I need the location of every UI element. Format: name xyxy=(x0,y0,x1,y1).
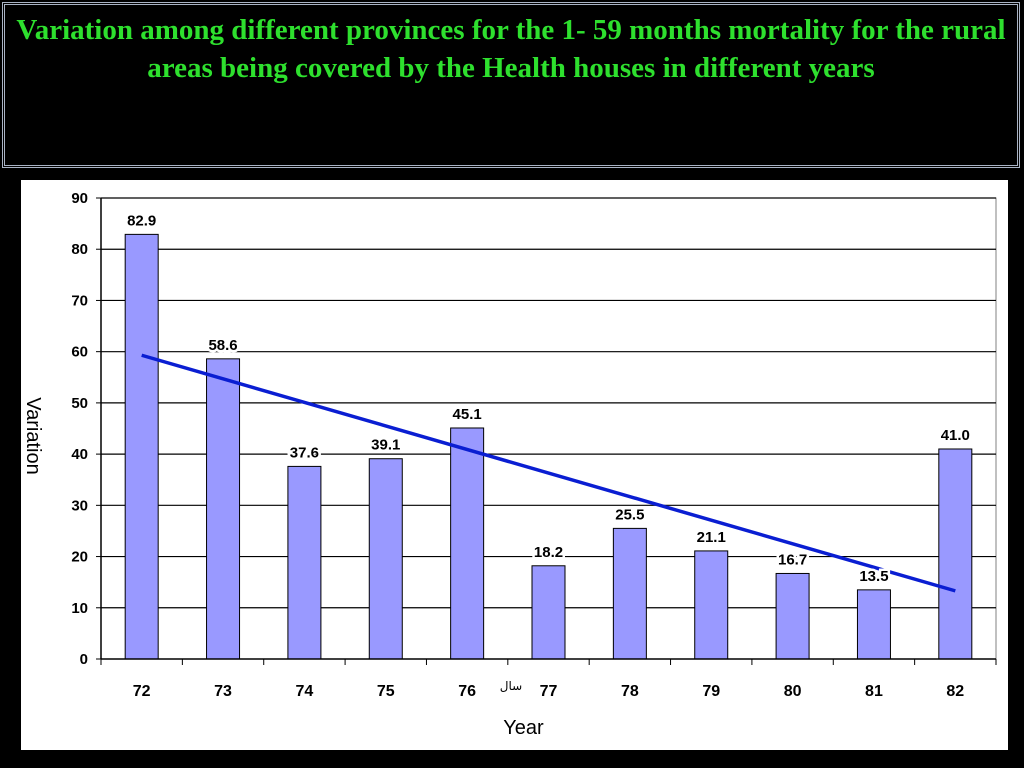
data-label: 21.1 xyxy=(697,529,726,546)
y-tick-label: 30 xyxy=(71,497,88,514)
y-tick-label: 60 xyxy=(71,344,88,361)
data-label: 16.7 xyxy=(778,551,807,568)
bar-81 xyxy=(856,589,891,660)
chart-panel: 82.9 58.6 37.6 39.1 45.1 18.2 25.5 21.1 16.7 13.5… xyxy=(21,180,1008,750)
bar-72 xyxy=(124,233,159,660)
x-tick-label: 77 xyxy=(540,683,558,700)
x-tick-label: 80 xyxy=(784,683,802,700)
x-tick-label: 81 xyxy=(865,683,883,700)
bar-76 xyxy=(450,427,485,660)
trendline xyxy=(141,353,956,593)
y-tick-label: 0 xyxy=(80,651,88,668)
bar-74 xyxy=(287,465,322,660)
y-tick-label: 20 xyxy=(71,549,88,566)
x-tick-label: 72 xyxy=(133,683,151,700)
data-label: 25.5 xyxy=(615,506,644,523)
data-label: 37.6 xyxy=(290,444,319,461)
x-tick-label: 75 xyxy=(377,683,395,700)
data-label: 82.9 xyxy=(127,212,156,229)
data-label: 41.0 xyxy=(941,427,970,444)
slide-title: Variation among different provinces for … xyxy=(16,14,1006,84)
title-banner: Variation among different provinces for … xyxy=(2,2,1020,168)
data-label: 45.1 xyxy=(453,406,482,423)
data-label: 13.5 xyxy=(859,568,888,585)
y-tick-label: 80 xyxy=(71,241,88,258)
data-label: 58.6 xyxy=(208,337,237,354)
y-tick-label: 70 xyxy=(71,292,88,309)
data-label: 39.1 xyxy=(371,437,400,454)
bar-75 xyxy=(368,458,403,660)
x-tick-label: 73 xyxy=(214,683,232,700)
data-labels: 82.9 58.6 37.6 39.1 45.1 18.2 25.5 21.1 16.7 13.5… xyxy=(125,210,973,587)
bar-chart: 82.9 58.6 37.6 39.1 45.1 18.2 25.5 21.1 16.7 13.5… xyxy=(22,190,997,739)
bar-79 xyxy=(694,550,729,660)
bar-77 xyxy=(531,565,566,660)
x-tick-label: 82 xyxy=(946,683,964,700)
x-tick-label: 74 xyxy=(296,683,314,700)
axes: 0 10 20 30 40 50 60 70 80 90 72 73 74 75 76 77 78 79 80 81 8… xyxy=(22,190,997,739)
x-tick-label: 79 xyxy=(702,683,720,700)
axis-annotation: سال xyxy=(500,679,522,693)
bars xyxy=(124,233,973,660)
x-tick-label: 78 xyxy=(621,683,639,700)
bar-73 xyxy=(206,358,241,660)
trendline-layer xyxy=(141,353,956,593)
bar-82 xyxy=(938,448,973,660)
y-tick-label: 10 xyxy=(71,600,88,617)
y-tick-label: 90 xyxy=(71,190,88,207)
x-tick-label: 76 xyxy=(458,683,476,700)
x-axis-title: Year xyxy=(503,717,544,739)
bar-80 xyxy=(775,572,810,660)
y-tick-label: 50 xyxy=(71,395,88,412)
y-axis-title: Variation xyxy=(22,397,44,474)
bar-78 xyxy=(612,527,647,660)
data-label: 18.2 xyxy=(534,544,563,561)
y-tick-label: 40 xyxy=(71,446,88,463)
